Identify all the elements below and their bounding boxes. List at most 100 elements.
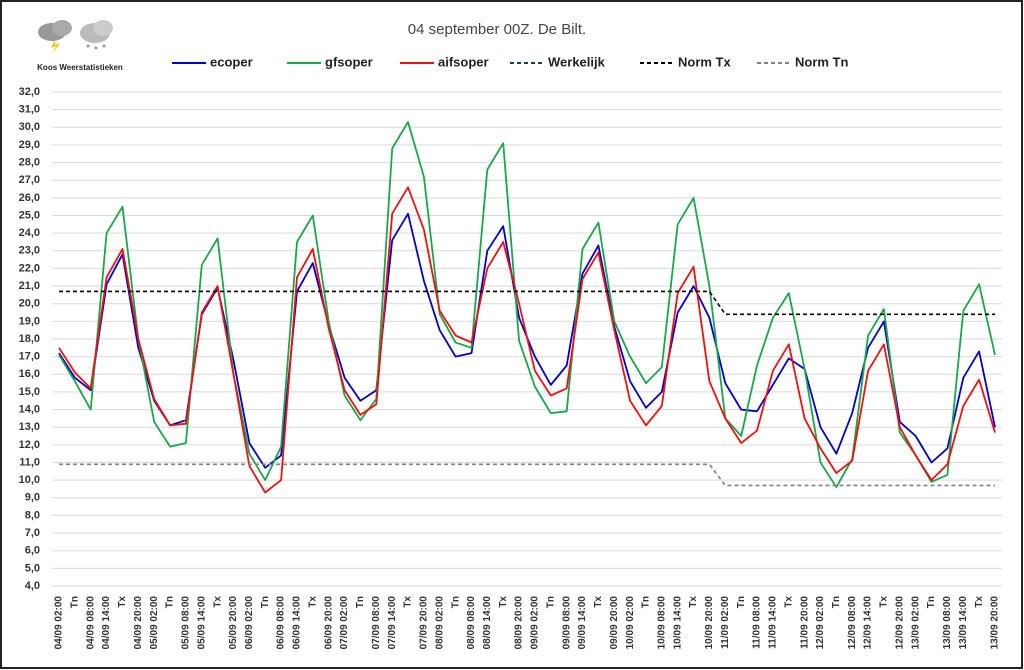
y-tick-label: 17,0 <box>19 351 40 363</box>
x-tick-label: Tn <box>70 596 81 608</box>
y-tick-label: 22,0 <box>19 262 40 274</box>
y-tick-label: 19,0 <box>19 315 40 327</box>
x-tick-label: Tn <box>545 596 556 608</box>
chart-title: 04 september 00Z. De Bilt. <box>408 21 586 38</box>
x-tick-label: 11/09 02:00 <box>720 596 731 649</box>
y-tick-label: 32,0 <box>19 86 40 98</box>
y-tick-label: 28,0 <box>19 156 40 168</box>
x-tick-label: 05/09 08:00 <box>181 596 192 650</box>
y-tick-label: 6,0 <box>25 545 40 557</box>
x-tick-label: 12/09 08:00 <box>847 596 858 650</box>
x-tick-label: Tx <box>498 596 509 608</box>
y-tick-label: 18,0 <box>19 333 40 345</box>
x-tick-label: 07/09 08:00 <box>371 596 382 650</box>
x-tick-label: Tn <box>450 596 461 608</box>
x-tick-label: Tn <box>355 596 366 608</box>
x-tick-label: 04/09 08:00 <box>85 596 96 650</box>
logo-icons <box>38 20 113 53</box>
x-tick-label: 11/09 08:00 <box>752 596 763 649</box>
legend-label: Norm Tn <box>795 54 849 69</box>
y-tick-label: 27,0 <box>19 174 40 186</box>
x-tick-label: 12/09 20:00 <box>894 596 905 650</box>
y-tick-label: 25,0 <box>19 209 40 221</box>
x-tick-label: 06/09 02:00 <box>244 596 255 650</box>
x-tick-label: Tn <box>641 596 652 608</box>
x-tick-label: 11/09 14:00 <box>768 596 779 649</box>
x-tick-label: Tn <box>736 596 747 608</box>
x-tick-label: 08/09 08:00 <box>466 596 477 650</box>
y-tick-label: 4,0 <box>25 580 40 592</box>
x-tick-label: 09/09 08:00 <box>561 596 572 650</box>
x-tick-label: Tn <box>260 596 271 608</box>
x-tick-label: Tn <box>926 596 937 608</box>
series-line <box>58 121 996 489</box>
legend-label: ecoper <box>210 54 253 69</box>
x-tick-label: 04/09 20:00 <box>133 596 144 650</box>
x-tick-label: 06/09 14:00 <box>292 596 303 650</box>
y-tick-label: 23,0 <box>19 245 40 257</box>
logo-text: Koos Weerstatistieken <box>37 63 123 72</box>
x-tick-label: 07/09 02:00 <box>339 596 350 650</box>
x-tick-label: 13/09 02:00 <box>910 596 921 650</box>
x-tick-label: Tx <box>879 596 890 608</box>
x-tick-label: 10/09 20:00 <box>704 596 715 650</box>
y-tick-label: 31,0 <box>19 104 40 116</box>
y-tick-label: 14,0 <box>19 403 40 415</box>
x-tick-label: 13/09 08:00 <box>942 596 953 650</box>
x-tick-label: 13/09 20:00 <box>990 596 1001 650</box>
y-tick-label: 7,0 <box>25 527 40 539</box>
x-tick-label: Tx <box>212 596 223 608</box>
x-tick-label: 13/09 14:00 <box>958 596 969 650</box>
y-tick-label: 10,0 <box>19 474 40 486</box>
x-tick-label: 11/09 20:00 <box>799 596 810 649</box>
x-tick-label: 04/09 14:00 <box>101 596 112 650</box>
y-tick-label: 8,0 <box>25 509 40 521</box>
y-tick-label: 16,0 <box>19 368 40 380</box>
x-tick-label: Tx <box>307 596 318 608</box>
y-tick-label: 26,0 <box>19 192 40 204</box>
y-tick-label: 30,0 <box>19 121 40 133</box>
x-tick-label: 06/09 20:00 <box>323 596 334 650</box>
y-tick-label: 5,0 <box>25 562 40 574</box>
x-tick-label: 10/09 14:00 <box>672 596 683 650</box>
y-tick-label: 11,0 <box>19 456 40 468</box>
y-tick-label: 9,0 <box>25 492 40 504</box>
y-tick-label: 21,0 <box>19 280 40 292</box>
x-tick-label: Tx <box>117 596 128 608</box>
x-tick-label: 12/09 02:00 <box>815 596 826 650</box>
x-tick-label: 12/09 14:00 <box>863 596 874 650</box>
y-tick-label: 24,0 <box>19 227 40 239</box>
x-tick-label: 09/09 02:00 <box>530 596 541 650</box>
x-tick-label: 09/09 14:00 <box>577 596 588 650</box>
x-tick-label: Tx <box>974 596 985 608</box>
x-tick-label: Tx <box>688 596 699 608</box>
legend-label: Werkelijk <box>548 54 606 69</box>
x-tick-label: Tx <box>593 596 604 608</box>
x-tick-label: 08/09 14:00 <box>482 596 493 650</box>
y-tick-label: 20,0 <box>19 298 40 310</box>
x-tick-label: 07/09 14:00 <box>387 596 398 650</box>
x-tick-label: 05/09 20:00 <box>228 596 239 650</box>
x-tick-label: Tx <box>403 596 414 608</box>
x-tick-label: 10/09 02:00 <box>625 596 636 650</box>
legend-label: Norm Tx <box>678 54 732 69</box>
y-tick-label: 12,0 <box>19 439 40 451</box>
x-tick-label: 07/09 20:00 <box>419 596 430 650</box>
y-tick-label: 15,0 <box>19 386 40 398</box>
x-tick-label: Tn <box>165 596 176 608</box>
y-tick-label: 29,0 <box>19 139 40 151</box>
x-tick-label: 10/09 08:00 <box>656 596 667 650</box>
legend-label: gfsoper <box>325 54 373 69</box>
x-tick-label: 08/09 20:00 <box>514 596 525 650</box>
legend-label: aifsoper <box>438 54 489 69</box>
x-tick-label: Tx <box>783 596 794 608</box>
y-tick-label: 13,0 <box>19 421 40 433</box>
x-tick-label: Tn <box>831 596 842 608</box>
x-tick-label: 06/09 08:00 <box>276 596 287 650</box>
series-line <box>59 290 995 316</box>
x-tick-label: 09/09 20:00 <box>609 596 620 650</box>
x-tick-label: 05/09 14:00 <box>196 596 207 650</box>
series-line <box>59 463 995 487</box>
